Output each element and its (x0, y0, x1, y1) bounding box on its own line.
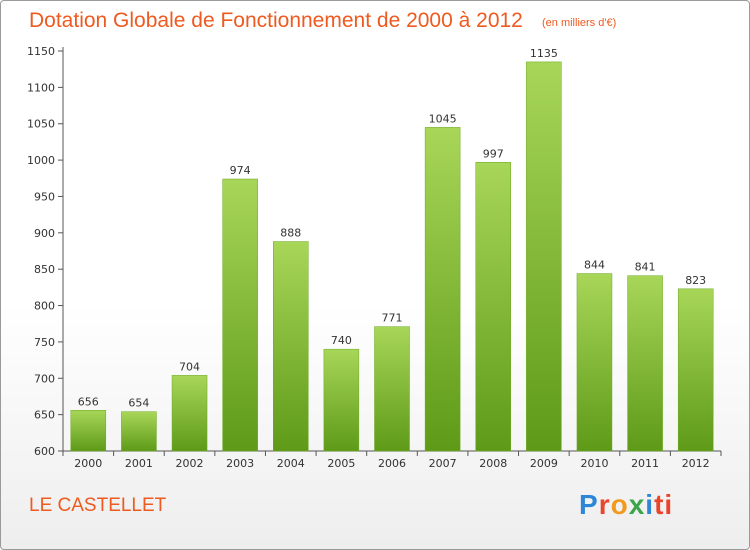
chart-title: Dotation Globale de Fonctionnement de 20… (29, 9, 523, 32)
y-tick-label: 1150 (27, 45, 55, 58)
bar (627, 275, 663, 452)
chart-subtitle: (en milliers d'€) (542, 17, 617, 29)
x-tick-label: 2002 (176, 457, 204, 470)
logo-letter: t (654, 489, 665, 520)
x-tick-label: 2011 (631, 457, 659, 470)
x-tick-label: 2012 (682, 457, 710, 470)
data-label: 888 (280, 227, 301, 240)
y-tick-label: 1000 (27, 154, 55, 167)
x-tick-label: 2003 (226, 457, 254, 470)
bar (323, 348, 360, 452)
bars (70, 61, 714, 452)
proxiti-logo: Proxiti (579, 489, 673, 521)
data-label: 704 (179, 360, 200, 373)
x-tick-label: 2000 (74, 457, 102, 470)
data-label: 771 (382, 312, 403, 325)
value-labels: 656 654 704 974 888 740 771 1045 997 1135 844 841 82… (78, 47, 706, 410)
y-tick-label: 950 (34, 190, 55, 203)
y-tick-label: 1050 (27, 118, 55, 131)
bar (475, 162, 511, 452)
bar (526, 61, 562, 452)
y-tick-label: 700 (34, 372, 55, 385)
data-label: 997 (483, 147, 504, 160)
x-tick-label: 2010 (580, 457, 608, 470)
logo-letter: i (645, 489, 655, 520)
logo-letter: o (610, 489, 629, 520)
data-label: 823 (685, 274, 706, 287)
x-tick-label: 2009 (530, 457, 558, 470)
data-label: 844 (584, 259, 605, 272)
x-tick-label: 2007 (429, 457, 457, 470)
bar (171, 375, 208, 452)
x-tick-label: 2004 (277, 457, 305, 470)
data-label: 974 (230, 164, 251, 177)
x-tick-label: 2008 (479, 457, 507, 470)
logo-letter: x (628, 489, 646, 520)
x-tick-label: 2001 (125, 457, 153, 470)
y-tick-label: 850 (34, 263, 55, 276)
logo-letter: P (579, 489, 599, 520)
x-tick-label: 2006 (378, 457, 406, 470)
y-tick-label: 600 (34, 445, 55, 458)
bar (424, 127, 461, 452)
bar (374, 326, 410, 452)
data-label: 656 (78, 395, 99, 408)
data-label: 740 (331, 334, 352, 347)
x-tick-label: 2005 (327, 457, 355, 470)
logo-letter: i (664, 489, 674, 520)
y-tick-label: 800 (34, 300, 55, 313)
bar (576, 273, 613, 452)
y-tick-label: 750 (34, 336, 55, 349)
y-tick-label: 650 (34, 409, 55, 422)
commune-name: LE CASTELLET (29, 495, 167, 516)
bar (677, 288, 714, 452)
bar (70, 410, 107, 452)
data-label: 1045 (429, 112, 457, 125)
data-label: 654 (128, 397, 149, 410)
y-tick-label: 900 (34, 227, 55, 240)
bar (222, 178, 258, 452)
bar (273, 241, 309, 452)
data-label: 841 (635, 261, 656, 274)
logo-letter: r (598, 489, 611, 520)
bar (121, 411, 157, 452)
y-tick-label: 1100 (27, 81, 55, 94)
data-label: 1135 (530, 47, 558, 60)
